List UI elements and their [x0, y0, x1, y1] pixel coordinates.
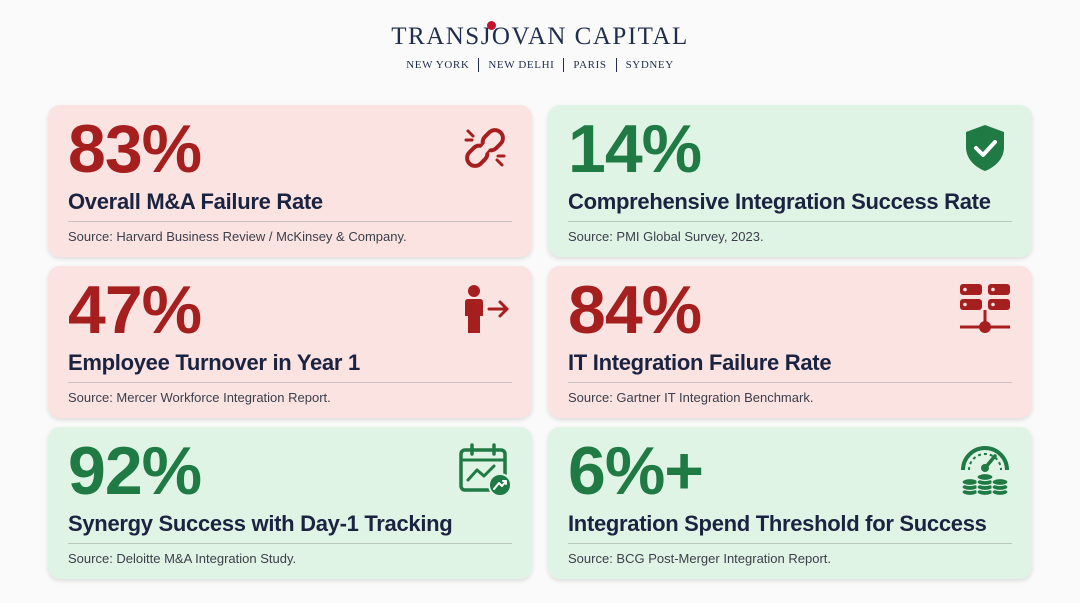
brand-title: TRANSJOVAN CAPITAL: [391, 23, 689, 50]
stat-value: 83%: [68, 111, 202, 187]
city-item: NEW DELHI: [488, 59, 555, 71]
city-divider: [563, 58, 565, 72]
card-divider: [568, 543, 1012, 544]
stat-card-synergy-success: 92% Synergy Success with Day-1 Tracking …: [48, 427, 532, 579]
card-divider: [568, 221, 1012, 222]
card-divider: [568, 382, 1012, 383]
brand-dot: [487, 21, 497, 30]
stat-value: 47%: [68, 272, 202, 348]
shield-check-icon: [958, 121, 1012, 175]
stat-source: Source: Mercer Workforce Integration Rep…: [68, 390, 331, 405]
stat-source: Source: Deloitte M&A Integration Study.: [68, 551, 297, 566]
stat-label: Comprehensive Integration Success Rate: [568, 189, 991, 214]
stat-value: 84%: [568, 272, 702, 348]
stat-card-ma-failure: 83% Overall M&A Failure Rate Source: Har…: [48, 105, 532, 257]
server-network-icon: [958, 282, 1012, 336]
stat-value: 92%: [68, 433, 202, 509]
city-divider: [615, 58, 617, 72]
calendar-trend-icon: [458, 443, 512, 497]
gauge-coins-icon: [958, 443, 1012, 497]
stat-source: Source: PMI Global Survey, 2023.: [568, 229, 764, 244]
city-item: NEW YORK: [406, 59, 470, 71]
card-divider: [68, 543, 512, 544]
stat-value: 6%+: [568, 433, 704, 509]
stat-card-it-failure: 84% IT Integration Failure Rate Source: …: [548, 266, 1032, 418]
stat-source: Source: Gartner IT Integration Benchmark…: [568, 390, 814, 405]
stat-card-integration-success: 14% Comprehensive Integration Success Ra…: [548, 105, 1032, 257]
broken-chain-icon: [458, 121, 512, 175]
stat-label: Integration Spend Threshold for Success: [568, 511, 987, 536]
stat-label: Overall M&A Failure Rate: [68, 189, 323, 214]
stat-source: Source: Harvard Business Review / McKins…: [68, 229, 407, 244]
stat-card-integration-spend: 6%+ Inte: [548, 427, 1032, 579]
stat-source: Source: BCG Post-Merger Integration Repo…: [568, 551, 832, 566]
stat-card-employee-turnover: 47% Employee Turnover in Year 1 Source: …: [48, 266, 532, 418]
brand-header: TRANSJOVAN CAPITAL NEW YORK NEW DELHI PA…: [0, 21, 1080, 72]
stat-label: Synergy Success with Day-1 Tracking: [68, 511, 453, 536]
city-item: SYDNEY: [625, 59, 674, 71]
card-divider: [68, 382, 512, 383]
city-item: PARIS: [573, 59, 607, 71]
stat-label: Employee Turnover in Year 1: [68, 350, 360, 375]
city-divider: [478, 58, 480, 72]
brand-logo: TRANSJOVAN CAPITAL: [391, 21, 689, 52]
card-divider: [68, 221, 512, 222]
stat-label: IT Integration Failure Rate: [568, 350, 832, 375]
city-list: NEW YORK NEW DELHI PARIS SYDNEY: [0, 58, 1080, 72]
stat-value: 14%: [568, 111, 702, 187]
person-exit-icon: [458, 282, 512, 336]
